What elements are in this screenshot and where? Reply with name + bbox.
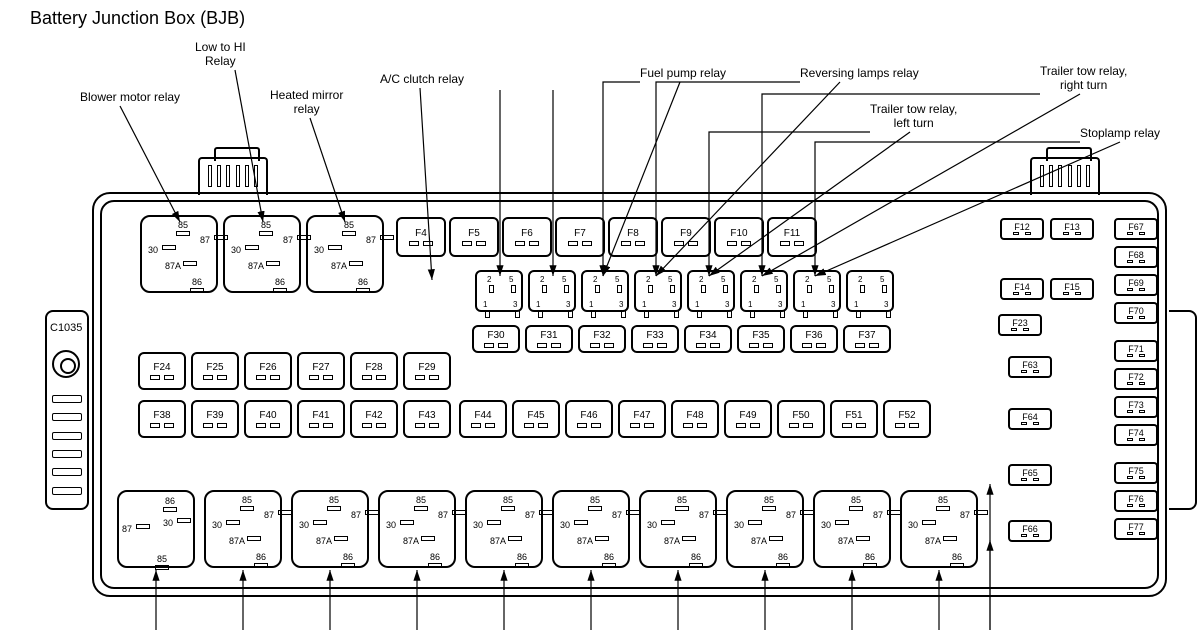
fuse-F11: F11 <box>767 217 817 257</box>
fuse-F46: F46 <box>565 400 613 438</box>
fuse-F47: F47 <box>618 400 666 438</box>
fuse-F26: F26 <box>244 352 292 390</box>
fuse-mini-F76: F76 <box>1114 490 1158 512</box>
relay-large: 3085868787A <box>306 215 384 293</box>
relay-small: 1235 <box>581 270 629 312</box>
fuse-F6: F6 <box>502 217 552 257</box>
fuse-mini-F71: F71 <box>1114 340 1158 362</box>
fuse-F52: F52 <box>883 400 931 438</box>
fuse-F39: F39 <box>191 400 239 438</box>
callout-trailerleft: Trailer tow relay,left turn <box>870 102 957 131</box>
fuse-mini-F75: F75 <box>1114 462 1158 484</box>
fuse-F30: F30 <box>472 325 520 353</box>
relay-small: 1235 <box>740 270 788 312</box>
fuse-mini-F67: F67 <box>1114 218 1158 240</box>
fuse-F8: F8 <box>608 217 658 257</box>
callout-stoplamp: Stoplamp relay <box>1080 126 1160 140</box>
side-connector-screw <box>52 350 80 378</box>
side-connector-label: C1035 <box>50 322 82 334</box>
fuse-F31: F31 <box>525 325 573 353</box>
fuse-F7: F7 <box>555 217 605 257</box>
relay-large: 3085868787A <box>813 490 891 568</box>
callout-blower: Blower motor relay <box>80 90 180 104</box>
relay-large: 3085868787A <box>552 490 630 568</box>
fuse-F41: F41 <box>297 400 345 438</box>
fuse-F32: F32 <box>578 325 626 353</box>
fuse-mini-F70: F70 <box>1114 302 1158 324</box>
relay-large: 3085868787A <box>223 215 301 293</box>
fuse-mini-F15: F15 <box>1050 278 1094 300</box>
relay-large: 3085868787A <box>639 490 717 568</box>
fuse-F35: F35 <box>737 325 785 353</box>
relay-large: 3085868787A <box>291 490 369 568</box>
fuse-mini-F74: F74 <box>1114 424 1158 446</box>
fuse-mini-F77: F77 <box>1114 518 1158 540</box>
fuse-F44: F44 <box>459 400 507 438</box>
relay-large: 3085868787A <box>204 490 282 568</box>
diagram-title: Battery Junction Box (BJB) <box>30 8 245 29</box>
fuse-mini-F73: F73 <box>1114 396 1158 418</box>
fuse-F51: F51 <box>830 400 878 438</box>
fuse-F38: F38 <box>138 400 186 438</box>
callout-fuelpump: Fuel pump relay <box>640 66 726 80</box>
fuse-mini-F65: F65 <box>1008 464 1052 486</box>
relay-small: 1235 <box>528 270 576 312</box>
fuse-F37: F37 <box>843 325 891 353</box>
fuse-mini-F68: F68 <box>1114 246 1158 268</box>
fuse-F45: F45 <box>512 400 560 438</box>
relay-large: 30858687 <box>117 490 195 568</box>
relay-large: 3085868787A <box>140 215 218 293</box>
fuse-F49: F49 <box>724 400 772 438</box>
fuse-F42: F42 <box>350 400 398 438</box>
relay-small: 1235 <box>793 270 841 312</box>
fuse-F27: F27 <box>297 352 345 390</box>
fuse-F33: F33 <box>631 325 679 353</box>
fuse-F48: F48 <box>671 400 719 438</box>
fuse-mini-F64: F64 <box>1008 408 1052 430</box>
relay-small: 1235 <box>846 270 894 312</box>
fuse-F34: F34 <box>684 325 732 353</box>
fuse-F28: F28 <box>350 352 398 390</box>
side-connector-slots <box>52 390 82 500</box>
right-connector <box>1169 310 1197 510</box>
fuse-F36: F36 <box>790 325 838 353</box>
callout-acclutch: A/C clutch relay <box>380 72 464 86</box>
fuse-mini-F72: F72 <box>1114 368 1158 390</box>
relay-large: 3085868787A <box>726 490 804 568</box>
top-connector-right <box>1030 157 1100 195</box>
fuse-mini-F66: F66 <box>1008 520 1052 542</box>
fuse-F25: F25 <box>191 352 239 390</box>
fuse-mini-F23: F23 <box>998 314 1042 336</box>
relay-small: 1235 <box>475 270 523 312</box>
fuse-F50: F50 <box>777 400 825 438</box>
fuse-F4: F4 <box>396 217 446 257</box>
relay-small: 1235 <box>687 270 735 312</box>
fuse-mini-F63: F63 <box>1008 356 1052 378</box>
fuse-F29: F29 <box>403 352 451 390</box>
callout-heatedmirror: Heated mirrorrelay <box>270 88 343 117</box>
fuse-mini-F12: F12 <box>1000 218 1044 240</box>
relay-large: 3085868787A <box>378 490 456 568</box>
relay-small: 1235 <box>634 270 682 312</box>
relay-large: 3085868787A <box>900 490 978 568</box>
top-connector-left <box>198 157 268 195</box>
fuse-mini-F69: F69 <box>1114 274 1158 296</box>
fuse-F24: F24 <box>138 352 186 390</box>
fuse-F43: F43 <box>403 400 451 438</box>
relay-large: 3085868787A <box>465 490 543 568</box>
fuse-F10: F10 <box>714 217 764 257</box>
callout-reversing: Reversing lamps relay <box>800 66 919 80</box>
fuse-F40: F40 <box>244 400 292 438</box>
fuse-F5: F5 <box>449 217 499 257</box>
fuse-F9: F9 <box>661 217 711 257</box>
callout-lowhi: Low to HIRelay <box>195 40 246 69</box>
callout-trailerright: Trailer tow relay,right turn <box>1040 64 1127 93</box>
fuse-mini-F13: F13 <box>1050 218 1094 240</box>
fuse-mini-F14: F14 <box>1000 278 1044 300</box>
